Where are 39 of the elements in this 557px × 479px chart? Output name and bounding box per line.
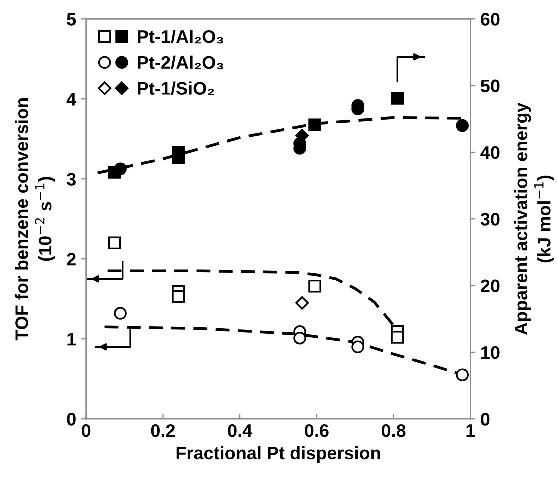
point xyxy=(391,331,404,344)
y-tick-label: 2 xyxy=(67,253,76,266)
legend-label: Pt-1/SiO₂ xyxy=(138,82,214,96)
point xyxy=(294,332,306,345)
x-tick-label: 1 xyxy=(466,424,476,438)
point xyxy=(308,118,322,132)
x-tick-label: 0 xyxy=(82,424,91,438)
x-tick-label: 0.8 xyxy=(382,424,406,438)
y2-tick-label: 30 xyxy=(480,213,500,226)
y-tick-label: 5 xyxy=(67,13,76,26)
y2-tick-label: 60 xyxy=(481,13,500,26)
legend-label: Pt-2/Al₂O₃ xyxy=(138,56,224,70)
y-tick-label: 1 xyxy=(68,333,76,346)
y2-tick-label: 20 xyxy=(481,280,500,293)
x-tick-label: 0.6 xyxy=(305,424,329,438)
point xyxy=(296,296,310,310)
point xyxy=(456,368,469,382)
x-tick-label: 0.4 xyxy=(228,424,253,438)
point xyxy=(172,290,185,304)
y2-axis-title: Apparent activation energy (kJ mol$^{−1}$) xyxy=(514,102,554,336)
x-axis-title: Fractional Pt dispersion xyxy=(176,446,380,464)
legend-label: Pt-1/Al₂O₃ xyxy=(138,30,224,44)
x-tick-label: 0.2 xyxy=(151,424,176,438)
point xyxy=(108,236,122,250)
point xyxy=(456,119,469,132)
point xyxy=(114,307,127,320)
y2-tick-label: 50 xyxy=(480,80,500,93)
point xyxy=(308,280,322,293)
y2-tick-label: 10 xyxy=(482,346,500,360)
y-tick-label: 0 xyxy=(67,413,76,426)
y-axis-title: TOF for benzene conversion (10$^{−2}$ s$^{−1}$) xyxy=(15,98,56,341)
y2-tick-label: 40 xyxy=(480,146,500,160)
point xyxy=(352,340,364,354)
y2-tick-label: 0 xyxy=(481,413,490,426)
point xyxy=(172,151,185,164)
y-tick-label: 4 xyxy=(66,93,77,106)
y-tick-label: 3 xyxy=(66,173,76,186)
point xyxy=(391,92,404,105)
point xyxy=(114,162,127,176)
